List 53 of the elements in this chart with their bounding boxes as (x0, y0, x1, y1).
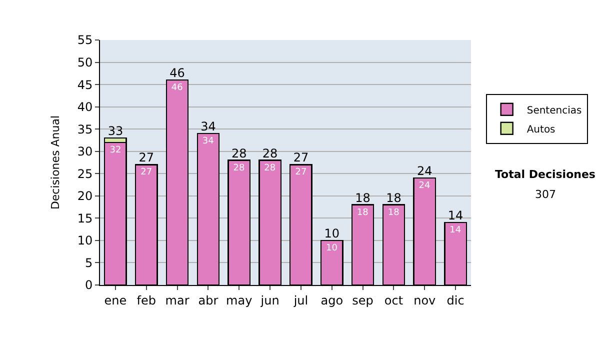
total-label: 18 (386, 190, 402, 205)
data-label: 24 (418, 181, 430, 192)
y-tick-label: 10 (77, 234, 93, 248)
x-tick-label: feb (136, 293, 156, 308)
data-label: 28 (264, 163, 276, 174)
y-tick-label: 0 (84, 278, 93, 292)
x-tick-label: sep (352, 293, 374, 308)
y-tick-label: 30 (77, 144, 93, 159)
y-axis-title: Decisiones Anual (48, 115, 62, 210)
y-tick-label: 40 (77, 100, 93, 114)
total-label: 33 (108, 124, 124, 138)
total-label: 24 (416, 164, 432, 178)
data-label: 18 (388, 208, 400, 218)
data-label: 34 (202, 136, 214, 147)
total-label: 18 (355, 190, 370, 205)
x-tick-label: mar (165, 293, 190, 308)
x-tick-label: abr (198, 293, 218, 308)
total-label: 14 (448, 208, 464, 223)
total-label: 28 (262, 146, 278, 160)
x-tick-label: may (226, 293, 252, 308)
x-tick-label: ene (104, 293, 127, 308)
x-tick-label: nov (414, 293, 436, 308)
data-label: 18 (356, 208, 369, 218)
data-label: 10 (326, 243, 338, 254)
x-tick-label: jun (260, 293, 280, 308)
y-tick-label: 15 (77, 211, 93, 226)
x-tick-label: dic (446, 293, 464, 308)
total-label: 46 (170, 66, 185, 80)
y-tick-label: 25 (77, 166, 93, 181)
total-label: 34 (200, 120, 216, 134)
total-label: 27 (138, 150, 154, 165)
text: Total Decisiones (495, 168, 596, 181)
data-label: 28 (233, 163, 245, 174)
y-tick-label: 35 (77, 122, 93, 136)
x-tick-label: jul (292, 293, 308, 308)
data-label: 32 (110, 145, 122, 156)
data-label: 46 (171, 83, 184, 94)
total-label: 28 (231, 146, 247, 160)
y-tick-label: 20 (77, 189, 93, 204)
x-tick-label: ago (320, 293, 344, 308)
legend-label: Autos (526, 124, 556, 136)
total-label: 10 (324, 226, 340, 240)
y-tick-label: 5 (84, 256, 93, 270)
y-tick-label: 50 (77, 55, 93, 70)
data-label: 27 (295, 168, 307, 178)
x-tick-label: oct (384, 293, 404, 308)
data-label: 14 (450, 226, 462, 236)
text: 307 (535, 188, 556, 201)
legend-label: Sentencias (526, 105, 582, 116)
y-tick-label: 55 (77, 33, 93, 48)
total-label: 27 (293, 150, 309, 165)
data-label: 27 (140, 168, 152, 178)
y-tick-label: 45 (77, 78, 93, 92)
